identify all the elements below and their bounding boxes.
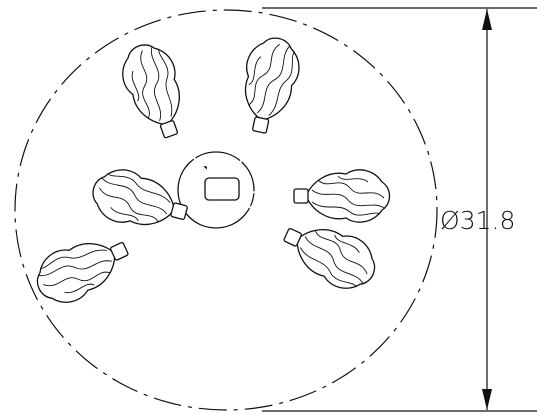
- lamp: [113, 36, 197, 146]
- arrowhead: [482, 9, 492, 30]
- lamp: [274, 209, 385, 300]
- outline-circle: [14, 9, 438, 411]
- dimension-value: 31.8: [460, 206, 516, 235]
- lamp: [86, 162, 194, 239]
- diameter-symbol: Ø: [440, 206, 460, 235]
- lamp: [27, 223, 138, 314]
- junction: [204, 177, 240, 201]
- lamp: [293, 169, 391, 223]
- dimension-label: Ø31.8: [440, 206, 515, 235]
- lamp: [232, 32, 306, 139]
- arrowhead: [482, 389, 492, 410]
